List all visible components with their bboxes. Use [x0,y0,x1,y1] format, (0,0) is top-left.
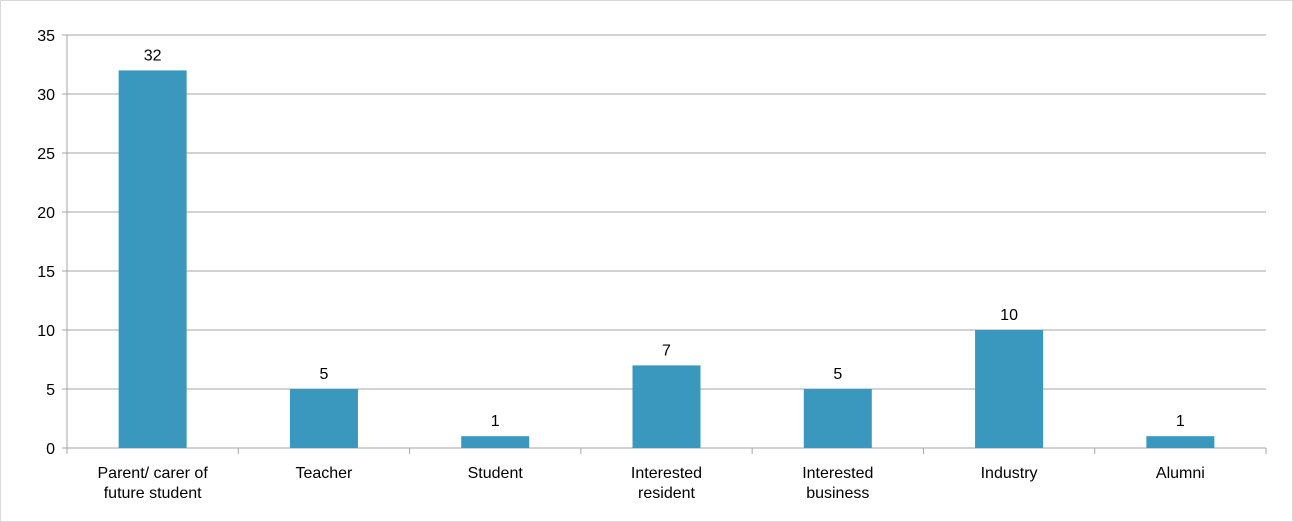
data-label-1: 5 [319,366,328,383]
bar-1 [289,389,358,448]
y-tick-label-30: 30 [37,87,55,104]
category-label-line: Teacher [295,465,353,482]
data-label-3: 7 [662,342,671,359]
y-tick-label-5: 5 [46,382,55,399]
category-label-2: Student [468,465,524,482]
category-label-line: Alumni [1156,465,1205,482]
category-label-6: Alumni [1156,465,1205,482]
category-label-line: future student [104,485,202,502]
bar-4 [803,389,872,448]
y-tick-label-20: 20 [37,205,55,222]
category-label-line: Student [468,465,524,482]
category-label-line: resident [638,485,695,502]
category-label-4: Interested business [802,465,873,502]
bar-3 [632,365,701,448]
y-tick-label-15: 15 [37,264,55,281]
y-tick-label-35: 35 [37,28,55,45]
category-label-line: business [806,485,869,502]
category-label-3: Interested resident [631,465,702,502]
y-tick-label-0: 0 [46,441,55,458]
bar-0 [118,70,187,449]
category-label-line: Interested [631,465,702,482]
bar-5 [975,330,1044,448]
category-label-line: Interested [802,465,873,482]
data-label-5: 10 [1000,307,1018,324]
category-label-line: Industry [981,465,1038,482]
category-label-1: Teacher [295,465,353,482]
data-label-6: 1 [1176,413,1185,430]
data-label-4: 5 [833,366,842,383]
category-label-line: Parent/ carer of [98,465,209,482]
y-tick-label-25: 25 [37,146,55,163]
data-label-2: 1 [491,413,500,430]
bar-6 [1146,436,1215,448]
data-label-0: 32 [144,47,162,64]
category-label-5: Industry [981,465,1038,482]
bar-2 [461,436,530,448]
y-tick-label-10: 10 [37,323,55,340]
category-label-0: Parent/ carer of future student [98,465,209,502]
